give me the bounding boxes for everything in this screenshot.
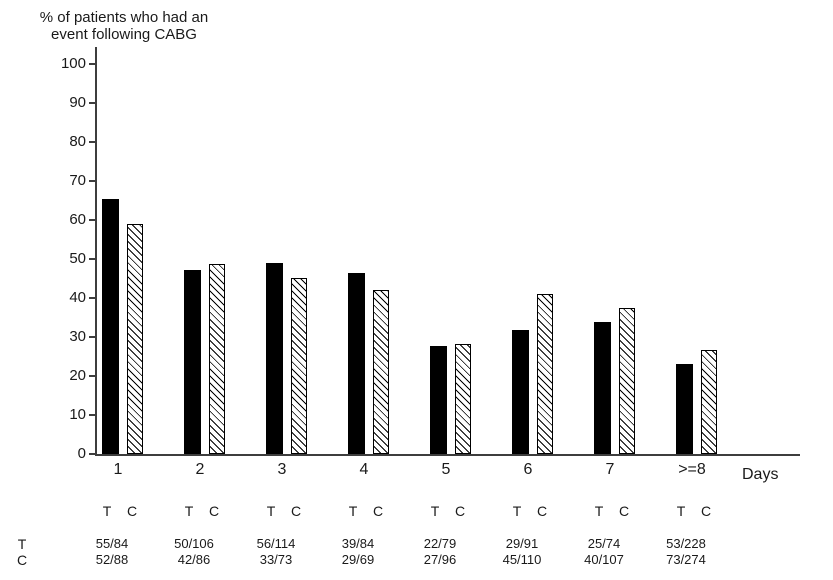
fraction-c: 33/73 bbox=[259, 552, 293, 567]
y-tick-label: 20 bbox=[69, 367, 86, 384]
bar-C-4 bbox=[373, 290, 389, 454]
x-tick-label: 5 bbox=[441, 461, 451, 478]
pair-header-c: C bbox=[618, 503, 630, 519]
y-tick bbox=[89, 141, 95, 143]
chart-title: % of patients who had an event following… bbox=[28, 9, 220, 43]
pair-header-c: C bbox=[700, 503, 712, 519]
pair-header-t: T bbox=[102, 503, 112, 519]
bar-T-6 bbox=[512, 330, 529, 454]
fraction-t: 55/84 bbox=[95, 536, 129, 551]
pair-header-c: C bbox=[372, 503, 384, 519]
x-axis-title: Days bbox=[742, 466, 779, 483]
y-tick bbox=[89, 102, 95, 104]
y-tick bbox=[89, 375, 95, 377]
fraction-t: 29/91 bbox=[505, 536, 539, 551]
bar-C-5 bbox=[455, 344, 471, 454]
fraction-c: 40/107 bbox=[584, 552, 624, 567]
x-tick-label: >=8 bbox=[678, 461, 706, 478]
fraction-t: 56/114 bbox=[256, 536, 296, 551]
y-tick-label: 0 bbox=[77, 445, 86, 462]
fraction-c: 52/88 bbox=[95, 552, 129, 567]
bar-T-2 bbox=[184, 270, 201, 454]
y-tick bbox=[89, 297, 95, 299]
y-tick-label: 80 bbox=[69, 133, 86, 150]
pair-header-t: T bbox=[676, 503, 686, 519]
pair-header-t: T bbox=[512, 503, 522, 519]
y-tick-label: 60 bbox=[69, 211, 86, 228]
x-tick-label: 1 bbox=[113, 461, 123, 478]
y-tick bbox=[89, 219, 95, 221]
pair-header-t: T bbox=[266, 503, 276, 519]
table-row-label-c: C bbox=[16, 552, 28, 568]
y-axis-line bbox=[95, 47, 97, 456]
pair-header-c: C bbox=[208, 503, 220, 519]
pair-header-c: C bbox=[536, 503, 548, 519]
x-tick-label: 2 bbox=[195, 461, 205, 478]
fraction-t: 39/84 bbox=[341, 536, 375, 551]
bar-T->=8 bbox=[676, 364, 693, 454]
bar-C-7 bbox=[619, 308, 635, 454]
fraction-t: 22/79 bbox=[423, 536, 457, 551]
pair-header-t: T bbox=[348, 503, 358, 519]
fraction-t: 25/74 bbox=[587, 536, 621, 551]
fraction-t: 53/228 bbox=[666, 536, 706, 551]
x-axis-line bbox=[95, 454, 800, 456]
bar-C-6 bbox=[537, 294, 553, 454]
x-tick-label: 6 bbox=[523, 461, 533, 478]
table-row-label-t: T bbox=[17, 536, 27, 552]
pair-header-c: C bbox=[290, 503, 302, 519]
pair-header-c: C bbox=[126, 503, 138, 519]
y-tick bbox=[89, 336, 95, 338]
chart-title-line1: % of patients who had an bbox=[39, 9, 209, 26]
x-tick-label: 3 bbox=[277, 461, 287, 478]
pair-header-t: T bbox=[430, 503, 440, 519]
x-tick-label: 7 bbox=[605, 461, 615, 478]
bar-T-3 bbox=[266, 263, 283, 454]
x-tick-label: 4 bbox=[359, 461, 369, 478]
fraction-c: 42/86 bbox=[177, 552, 211, 567]
y-tick-label: 90 bbox=[69, 94, 86, 111]
y-tick bbox=[89, 258, 95, 260]
y-tick-label: 100 bbox=[60, 55, 86, 72]
bar-C-3 bbox=[291, 278, 307, 454]
pair-header-t: T bbox=[184, 503, 194, 519]
y-tick-label: 30 bbox=[69, 328, 86, 345]
fraction-c: 27/96 bbox=[423, 552, 457, 567]
y-tick bbox=[89, 453, 95, 455]
bar-T-5 bbox=[430, 346, 447, 454]
bar-T-4 bbox=[348, 273, 365, 454]
bar-C-1 bbox=[127, 224, 143, 454]
bar-T-7 bbox=[594, 322, 611, 454]
bar-T-1 bbox=[102, 199, 119, 454]
y-tick-label: 40 bbox=[69, 289, 86, 306]
fraction-c: 29/69 bbox=[341, 552, 375, 567]
chart-title-line2: event following CABG bbox=[51, 26, 197, 43]
y-tick-label: 50 bbox=[69, 250, 86, 267]
fraction-c: 45/110 bbox=[502, 552, 542, 567]
pair-header-t: T bbox=[594, 503, 604, 519]
y-tick bbox=[89, 63, 95, 65]
pair-header-c: C bbox=[454, 503, 466, 519]
y-tick bbox=[89, 414, 95, 416]
fraction-t: 50/106 bbox=[174, 536, 214, 551]
y-tick-label: 10 bbox=[69, 406, 86, 423]
y-tick bbox=[89, 180, 95, 182]
y-tick-label: 70 bbox=[69, 172, 86, 189]
bar-C->=8 bbox=[701, 350, 717, 454]
bar-C-2 bbox=[209, 264, 225, 454]
fraction-c: 73/274 bbox=[666, 552, 706, 567]
